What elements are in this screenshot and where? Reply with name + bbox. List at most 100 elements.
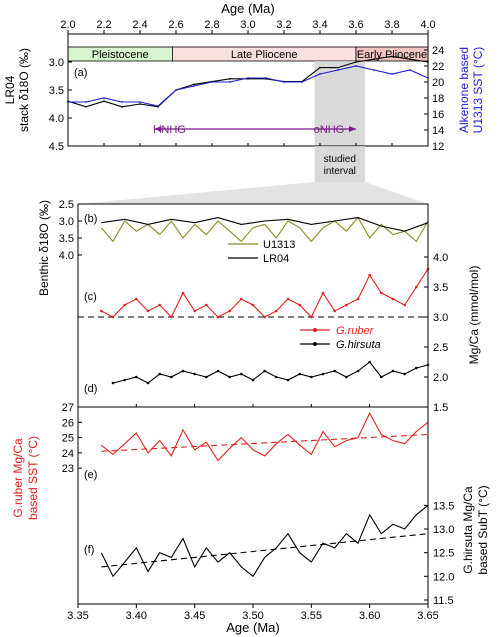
sst-tick-label: 23: [62, 463, 74, 475]
panel-label: (b): [84, 213, 97, 225]
data-point: [286, 297, 290, 301]
data-point: [181, 369, 185, 373]
x-tick-label: 3.35: [67, 610, 88, 622]
data-point: [135, 375, 138, 379]
data-point: [229, 81, 231, 83]
data-point: [368, 360, 372, 364]
sst-tick-label: 24: [62, 448, 74, 460]
data-point: [356, 369, 360, 373]
data-point: [345, 303, 348, 307]
panel-label: (d): [84, 383, 97, 395]
data-point: [181, 291, 185, 295]
y-left-tick-label: 4.0: [49, 113, 64, 125]
data-point: [211, 81, 213, 83]
x-tick-label: 3.55: [301, 610, 322, 622]
y-right-tick-label: 18: [432, 93, 444, 105]
sst-tick-label: 26: [62, 417, 74, 429]
data-point: [170, 315, 173, 319]
x-tick-label: 3.4: [312, 19, 327, 31]
y-right-tick-label: 12: [432, 141, 444, 153]
data-point: [158, 372, 161, 376]
panel-label: (c): [84, 291, 97, 303]
data-point: [193, 372, 196, 376]
data-point: [310, 315, 313, 319]
data-point: [298, 372, 302, 376]
data-point: [139, 101, 141, 103]
y-left-tick-label: 4.5: [49, 141, 64, 153]
data-point: [158, 303, 161, 307]
data-point: [275, 309, 278, 313]
data-point: [111, 315, 115, 319]
legend-marker-hirsuta: [313, 342, 317, 346]
data-point: [298, 303, 302, 307]
benthic-tick-label: 4.0: [59, 250, 74, 262]
subt-axis-title: G.hirsuta Mg/Ca: [461, 486, 475, 574]
y-right-tick-label: 14: [432, 125, 444, 137]
data-point: [409, 58, 411, 61]
data-point: [240, 372, 243, 376]
data-point: [85, 105, 87, 108]
benthic-tick-label: 3.0: [59, 216, 74, 228]
studied-interval-label: interval: [324, 166, 356, 177]
mgca-tick-label: 1.5: [433, 402, 448, 414]
data-point: [123, 378, 126, 382]
data-point: [373, 69, 375, 71]
data-point: [263, 369, 267, 373]
data-point: [321, 372, 325, 376]
mgca-axis-title: Mg/Ca (mmol/mol): [467, 266, 481, 365]
data-point: [265, 77, 267, 79]
legend-label-ruber: G.ruber: [336, 325, 375, 337]
top-chart: Pleistocene Late Pliocene Early Pliocene iN…: [3, 1, 485, 204]
legend-label-u1313: U1313: [263, 239, 295, 251]
x-tick-label: 3.50: [242, 610, 263, 622]
x-axis-title: Age (Ma): [226, 620, 279, 635]
y-right-tick-label: 16: [432, 109, 444, 121]
subt-axis-title: based SubT (°C): [476, 485, 490, 574]
data-point: [216, 315, 220, 319]
subt-tick-label: 11.5: [433, 595, 454, 607]
benthic-tick-label: 2.5: [59, 199, 74, 211]
panel-label: (f): [84, 544, 94, 556]
data-line: [101, 217, 429, 232]
data-point: [368, 273, 372, 277]
data-point: [286, 378, 290, 382]
epoch-label: Early Pliocene: [357, 49, 427, 61]
subt-tick-label: 12.5: [433, 548, 454, 560]
data-point: [403, 372, 407, 376]
data-point: [275, 375, 278, 379]
subt-tick-label: 13.0: [433, 524, 454, 536]
mgca-tick-label: 4.0: [433, 252, 448, 264]
nhg-arrow-label: oNHG: [314, 124, 345, 136]
data-point: [100, 309, 103, 313]
data-point: [229, 77, 231, 80]
sst-tick-label: 27: [62, 402, 74, 414]
data-point: [193, 85, 195, 87]
trend-line: [101, 433, 429, 452]
data-point: [301, 81, 303, 83]
data-point: [146, 309, 150, 313]
data-point: [337, 69, 339, 71]
data-point: [380, 375, 383, 379]
studied-interval-box: [314, 146, 365, 182]
x-tick-label: 3.45: [184, 610, 205, 622]
data-point: [345, 375, 348, 379]
x-tick-label: 2.0: [60, 19, 75, 31]
data-point: [319, 66, 321, 69]
data-line: [100, 504, 429, 578]
x-tick-label: 3.60: [359, 610, 380, 622]
y-right-tick-label: 22: [432, 61, 444, 73]
data-point: [175, 89, 177, 91]
data-point: [247, 77, 249, 79]
x-axis-title: Age (Ma): [221, 1, 274, 16]
data-point: [321, 291, 325, 295]
data-point: [391, 73, 393, 75]
data-point: [337, 66, 339, 69]
studied-interval-funnel: [78, 182, 428, 204]
mgca-tick-label: 2.5: [433, 342, 448, 354]
data-point: [333, 369, 337, 373]
x-tick-label: 3.2: [276, 19, 291, 31]
trend-line: [101, 533, 429, 568]
data-point: [135, 297, 138, 301]
data-point: [251, 303, 255, 307]
benthic-tick-label: 3.5: [59, 233, 74, 245]
